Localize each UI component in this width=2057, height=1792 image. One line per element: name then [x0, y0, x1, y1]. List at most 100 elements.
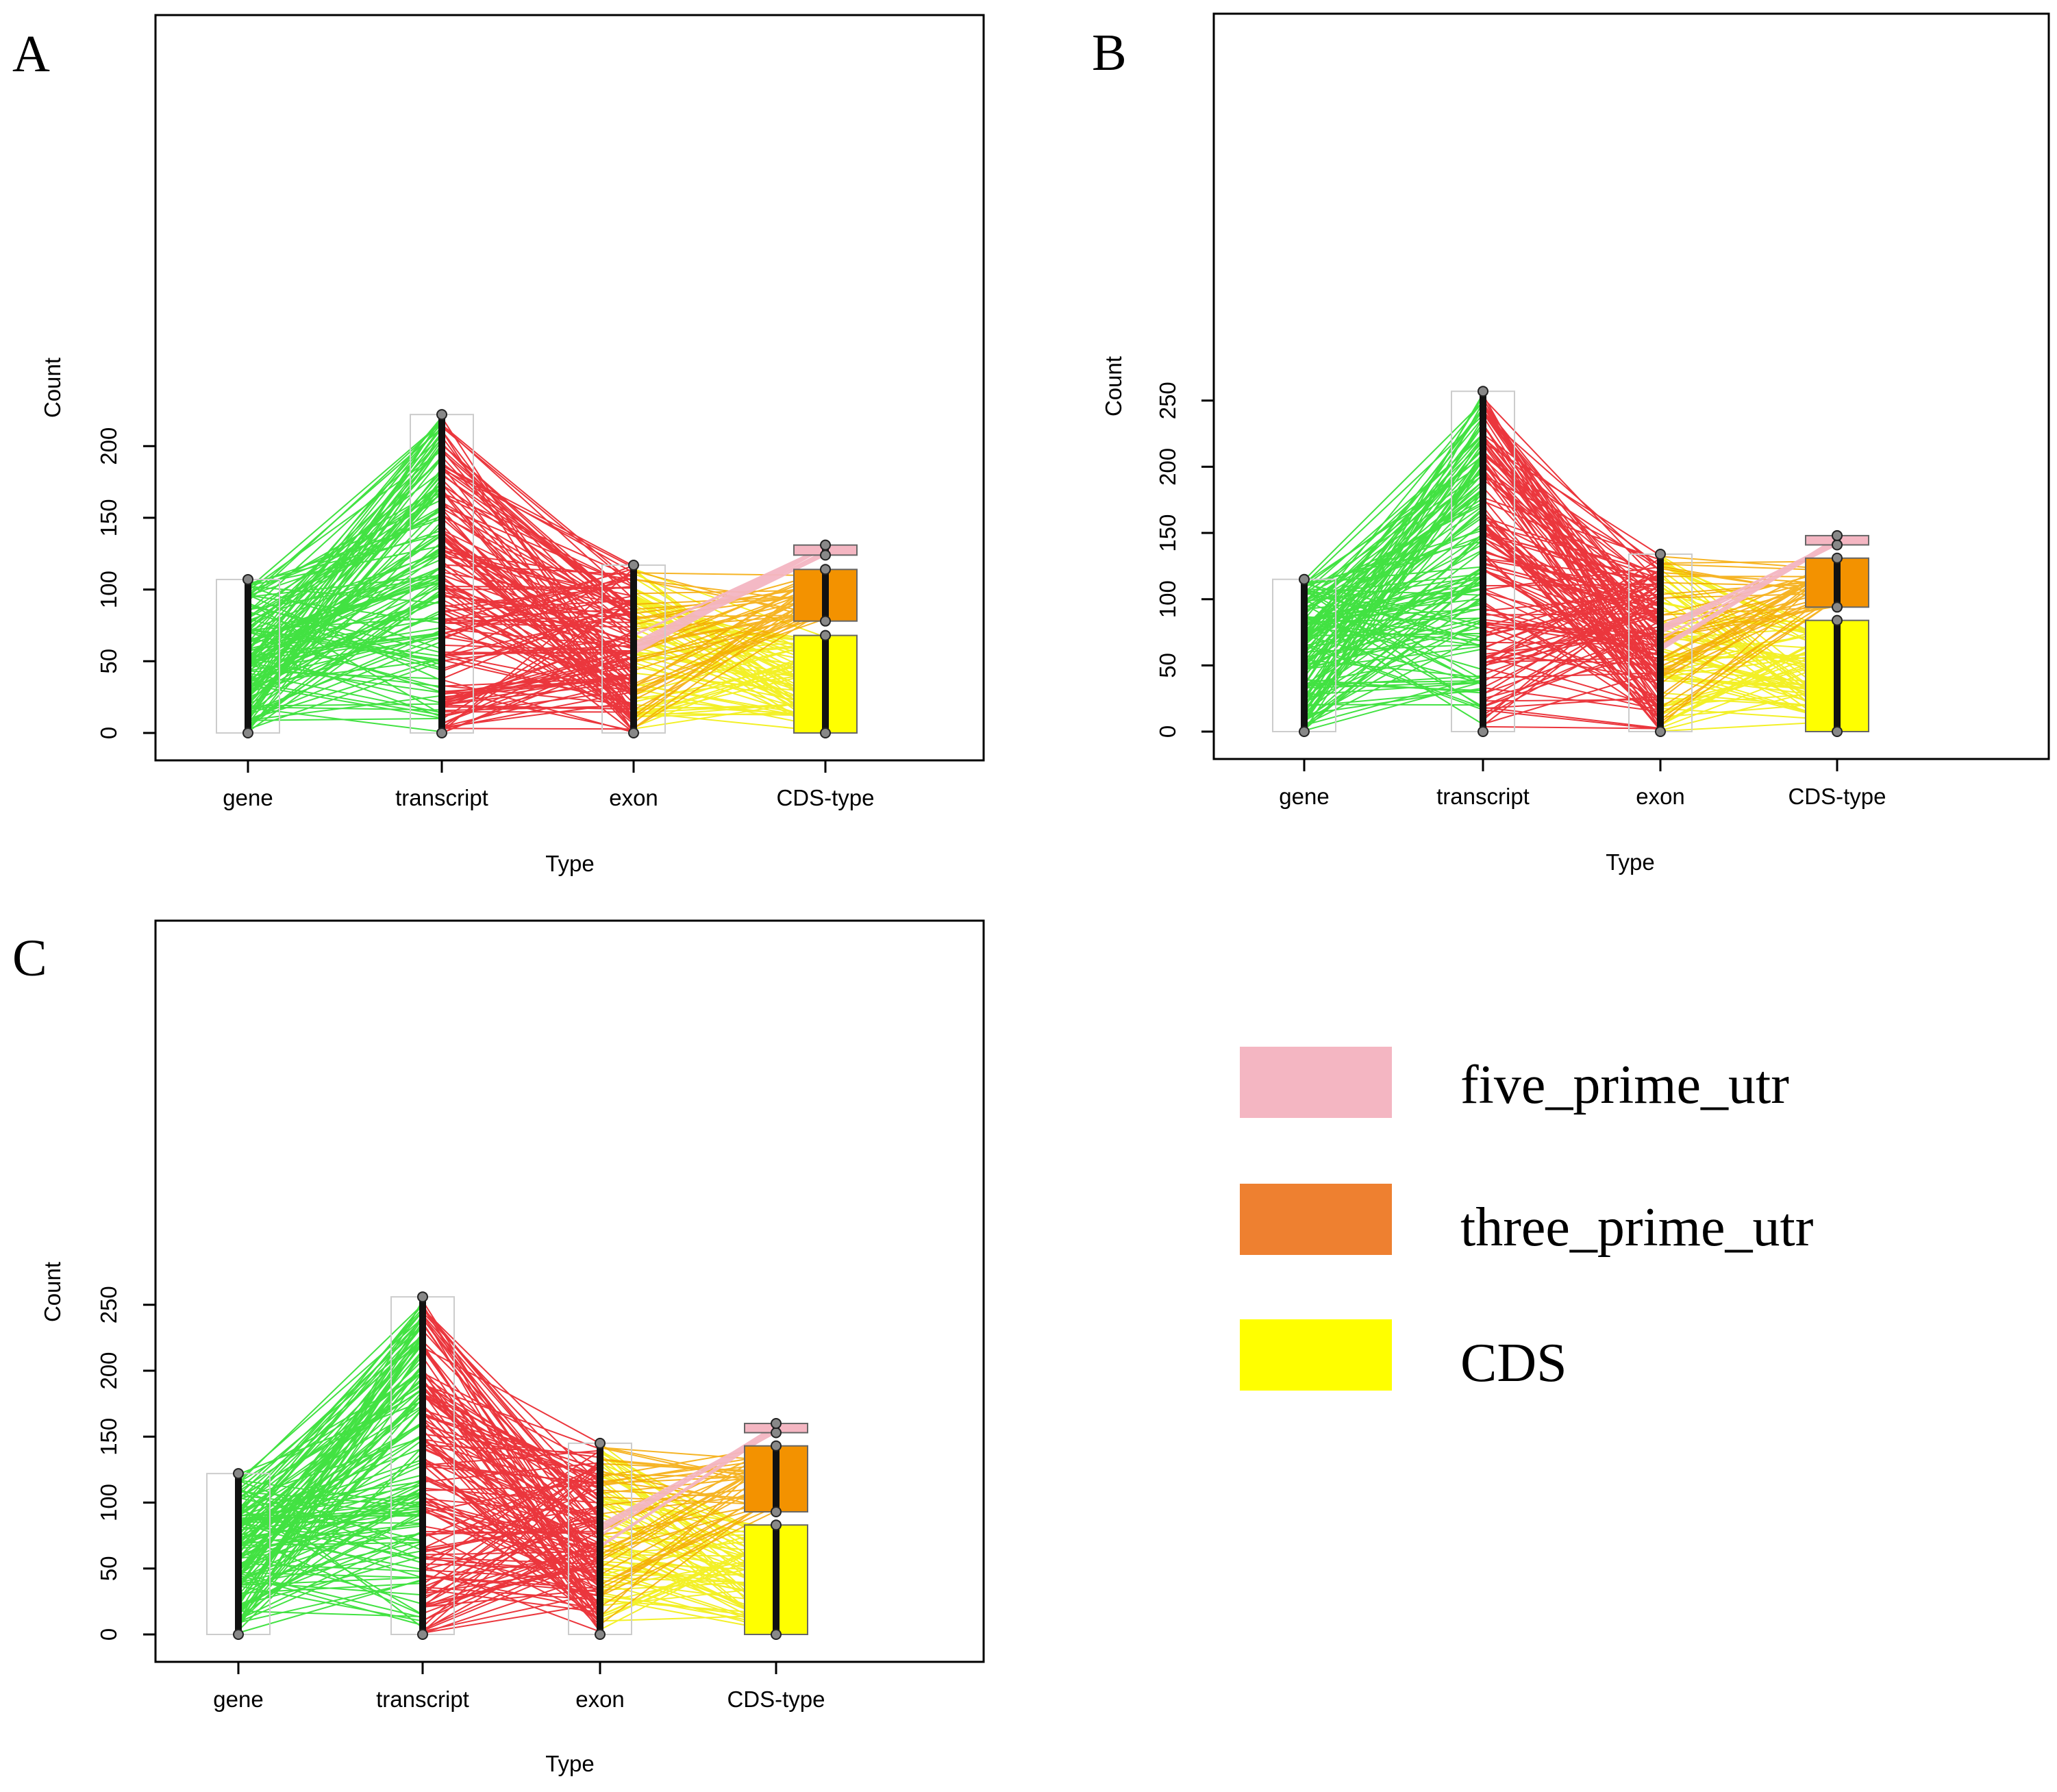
y-tick-label: 50: [96, 1556, 121, 1581]
panel-c-plot-frame: [154, 919, 985, 1663]
y-tick-label: 50: [1155, 653, 1180, 678]
flows-gene-to-transcript: [247, 416, 442, 733]
gene-points-max-point: [1299, 573, 1310, 585]
five-prime-utr-points-min-point: [771, 1427, 782, 1439]
x-tick-label: transcript: [376, 1687, 469, 1712]
transcript-points-min-point: [1478, 726, 1488, 737]
five-prime-utr-points-min-point: [1832, 539, 1843, 551]
cds-points-max-point: [771, 1519, 782, 1531]
transcript-points-max-point: [417, 1291, 428, 1303]
panel-a-xlabel: Type: [545, 851, 595, 876]
exon-points-min-point: [628, 727, 639, 738]
x-tick-label: exon: [575, 1687, 625, 1712]
x-tick-label: CDS-type: [776, 785, 874, 810]
legend-swatch-three-prime-utr: [1240, 1184, 1392, 1255]
x-tick-label: transcript: [395, 785, 488, 810]
y-tick-label: 100: [96, 571, 121, 608]
exon-points-max-point: [595, 1437, 606, 1449]
x-tick-label: gene: [223, 785, 273, 810]
y-tick-label: 200: [1155, 448, 1180, 486]
flows-gene-to-transcript: [1304, 393, 1484, 732]
cds-points-min-point: [820, 727, 831, 738]
exon-points-max-point: [1655, 548, 1666, 560]
exon-points-min-point: [595, 1629, 606, 1640]
y-tick-label: 200: [96, 427, 121, 465]
exon-points-min-point: [1655, 726, 1666, 737]
panel-c-axes: 0 50 100 150 200 250 gene transcript exon CDS-typ…: [96, 1286, 825, 1712]
panel-b-flows: [1304, 393, 1838, 732]
legend: five_prime_utr three_prime_utr CDS: [1240, 1047, 1813, 1393]
y-tick-label: 250: [1155, 382, 1180, 419]
panel-c-xlabel: Type: [545, 1751, 595, 1776]
panel-a-plot-frame: [154, 14, 985, 762]
panel-c-stacks: [206, 1291, 808, 1640]
cds-points-min-point: [1832, 726, 1843, 737]
x-tick-label: gene: [1279, 784, 1329, 809]
legend-swatch-cds: [1240, 1319, 1392, 1391]
transcript-points-max-point: [1478, 386, 1488, 397]
three-prime-utr-points-max-point: [1832, 552, 1843, 564]
flows-gene-to-transcript: [238, 1299, 423, 1634]
y-tick-label: 150: [1155, 514, 1180, 552]
transcript-points-min-point: [436, 727, 447, 738]
three-prime-utr-points-min-point: [1832, 601, 1843, 613]
panel-b-axes: 0 50 100 150 200 250 gene transcript exon CDS-typ…: [1155, 382, 1886, 809]
panel-a-axes: 0 50 100 150 200 gene transcript exon CDS-type: [96, 427, 875, 810]
three-prime-utr-points-min-point: [771, 1506, 782, 1517]
cds-points-max-point: [1832, 614, 1843, 626]
gene-points-min-point: [242, 727, 253, 738]
panel-label-b: B: [1092, 24, 1127, 82]
five-prime-utr-points-max-point: [1832, 530, 1843, 541]
panel-b: B 0 50 100 150 200 250 gene transcript exon CDS-t…: [1092, 12, 2050, 875]
y-tick-label: 100: [96, 1484, 121, 1521]
cds-points-min-point: [771, 1629, 782, 1640]
y-tick-label: 150: [96, 499, 121, 536]
legend-label-three-prime-utr: three_prime_utr: [1460, 1197, 1813, 1258]
panel-label-c: C: [12, 930, 47, 987]
gene-points-min-point: [1299, 726, 1310, 737]
five-prime-utr-points-min-point: [820, 549, 831, 561]
flows-transcript-to-exon: [1482, 394, 1661, 732]
transcript-points-max-point: [436, 409, 447, 421]
gene-points-max-point: [233, 1468, 244, 1480]
x-tick-label: gene: [213, 1687, 263, 1712]
y-tick-label: 150: [96, 1418, 121, 1456]
y-tick-label: 50: [96, 649, 121, 674]
y-tick-label: 0: [96, 1628, 121, 1641]
panel-b-stacks: [1272, 386, 1869, 737]
panel-a: A 0 50 100 150 200 gene transcript exon CDS-type…: [12, 14, 985, 876]
five-prime-utr-points-max-point: [820, 539, 831, 551]
x-tick-label: transcript: [1436, 784, 1530, 809]
y-tick-label: 0: [96, 727, 121, 739]
panel-b-ylabel: Count: [1101, 356, 1126, 416]
y-tick-label: 0: [1155, 725, 1180, 738]
five-prime-utr-points-max-point: [771, 1418, 782, 1429]
panel-label-a: A: [12, 25, 50, 83]
x-tick-label: exon: [1636, 784, 1685, 809]
panel-c: C 0 50 100 150 200 250 gene transcript exon CDS-t…: [12, 919, 985, 1776]
y-tick-label: 100: [1155, 580, 1180, 618]
three-prime-utr-points-max-point: [771, 1440, 782, 1452]
panel-a-ylabel: Count: [40, 358, 65, 418]
x-tick-label: CDS-type: [1788, 784, 1886, 809]
panel-a-stacks: [216, 409, 858, 738]
legend-swatch-five-prime-utr: [1240, 1047, 1392, 1118]
transcript-points-min-point: [417, 1629, 428, 1640]
three-prime-utr-points-max-point: [820, 564, 831, 575]
panel-b-plot-frame: [1212, 12, 2050, 760]
gene-points-min-point: [233, 1629, 244, 1640]
y-tick-label: 200: [96, 1352, 121, 1389]
panel-c-ylabel: Count: [40, 1262, 65, 1322]
three-prime-utr-points-min-point: [820, 615, 831, 627]
cds-points-max-point: [820, 630, 831, 641]
flows-transcript-to-exon: [422, 1300, 601, 1634]
panel-b-xlabel: Type: [1606, 849, 1655, 875]
x-tick-label: exon: [609, 785, 658, 810]
exon-points-max-point: [628, 560, 639, 571]
gene-points-max-point: [242, 573, 253, 585]
y-tick-label: 250: [96, 1286, 121, 1323]
legend-label-five-prime-utr: five_prime_utr: [1460, 1055, 1789, 1115]
x-tick-label: CDS-type: [727, 1687, 825, 1712]
legend-label-cds: CDS: [1460, 1333, 1567, 1393]
